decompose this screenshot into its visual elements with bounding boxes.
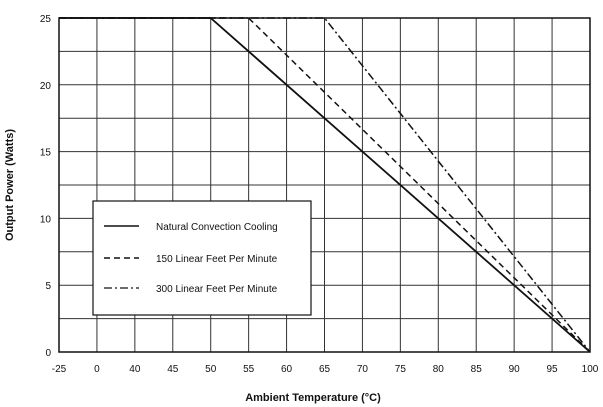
x-tick-label: -25 xyxy=(52,364,67,375)
x-tick-label: 0 xyxy=(94,364,100,375)
series-group xyxy=(59,17,591,353)
legend: Natural Convection Cooling 150 Linear Fe… xyxy=(92,200,312,316)
x-tick-label: 65 xyxy=(319,364,331,375)
lfm-300-line xyxy=(59,17,591,353)
y-tick-label: 10 xyxy=(40,214,52,225)
legend-label-natural-convection: Natural Convection Cooling xyxy=(156,222,278,233)
x-tick-labels: -25 0 40 45 50 55 60 65 70 75 80 85 90 95 100 xyxy=(52,364,599,375)
y-tick-label: 0 xyxy=(45,348,51,359)
x-tick-label: 70 xyxy=(357,364,369,375)
legend-label-300-lfm: 300 Linear Feet Per Minute xyxy=(156,284,278,295)
legend-label-150-lfm: 150 Linear Feet Per Minute xyxy=(156,254,278,265)
y-tick-label: 15 xyxy=(40,148,52,159)
x-tick-label: 80 xyxy=(433,364,445,375)
x-tick-label: 75 xyxy=(395,364,407,375)
plot-border xyxy=(58,17,591,353)
y-tick-label: 20 xyxy=(40,81,52,92)
y-tick-label: 25 xyxy=(40,14,52,25)
lfm-150-line xyxy=(59,17,591,353)
y-tick-label: 5 xyxy=(45,281,51,292)
x-tick-label: 45 xyxy=(167,364,179,375)
y-tick-labels: 0 5 10 15 20 25 xyxy=(40,14,52,359)
x-axis-title: Ambient Temperature (°C) xyxy=(245,392,381,404)
y-axis-title: Output Power (Watts) xyxy=(4,129,16,241)
x-tick-label: 60 xyxy=(281,364,293,375)
plot-frame xyxy=(58,17,591,353)
x-tick-label: 40 xyxy=(129,364,141,375)
x-tick-label: 95 xyxy=(547,364,559,375)
x-tick-label: 50 xyxy=(205,364,217,375)
x-tick-label: 100 xyxy=(582,364,599,375)
x-tick-label: 85 xyxy=(471,364,483,375)
grid xyxy=(59,18,590,352)
x-tick-label: 55 xyxy=(243,364,255,375)
x-tick-label: 90 xyxy=(509,364,521,375)
